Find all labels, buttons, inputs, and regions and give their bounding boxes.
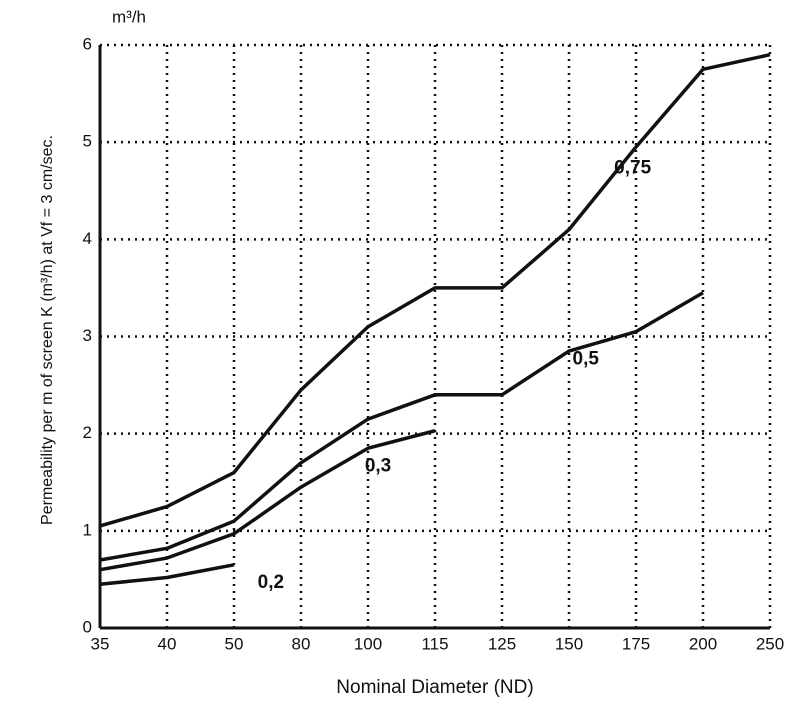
x-tick-label: 100	[354, 634, 382, 653]
x-tick-label: 150	[555, 634, 583, 653]
series-line	[99, 53, 771, 528]
series-label: 0,2	[258, 572, 284, 593]
x-tick-label: 125	[488, 634, 516, 653]
y-tick-label: 4	[83, 229, 92, 248]
x-tick-label: 175	[622, 634, 650, 653]
x-tick-label: 250	[756, 634, 784, 653]
x-tick-label: 50	[225, 634, 244, 653]
y-tick-label: 3	[83, 326, 92, 345]
y-tick-label: 2	[83, 423, 92, 442]
x-tick-label: 115	[421, 634, 448, 653]
x-tick-label: 35	[91, 634, 110, 653]
y-tick-label: 0	[83, 617, 92, 636]
series-label: 0,5	[573, 348, 600, 369]
y-tick-label: 5	[83, 132, 92, 151]
series-line	[99, 429, 436, 572]
x-tick-label: 200	[689, 634, 717, 653]
series-label: 0,75	[614, 157, 651, 178]
y-unit: m³/h	[112, 7, 146, 26]
series-line	[99, 563, 235, 587]
series-line	[99, 291, 704, 562]
x-tick-label: 40	[158, 634, 177, 653]
x-axis-title: Nominal Diameter (ND)	[336, 677, 533, 698]
x-tick-label: 80	[292, 634, 311, 653]
y-tick-label: 1	[83, 520, 92, 539]
y-axis-title: Permeability per m of screen K (m³/h) at…	[39, 135, 56, 525]
series-label: 0,3	[365, 456, 391, 477]
y-tick-label: 6	[83, 34, 92, 53]
